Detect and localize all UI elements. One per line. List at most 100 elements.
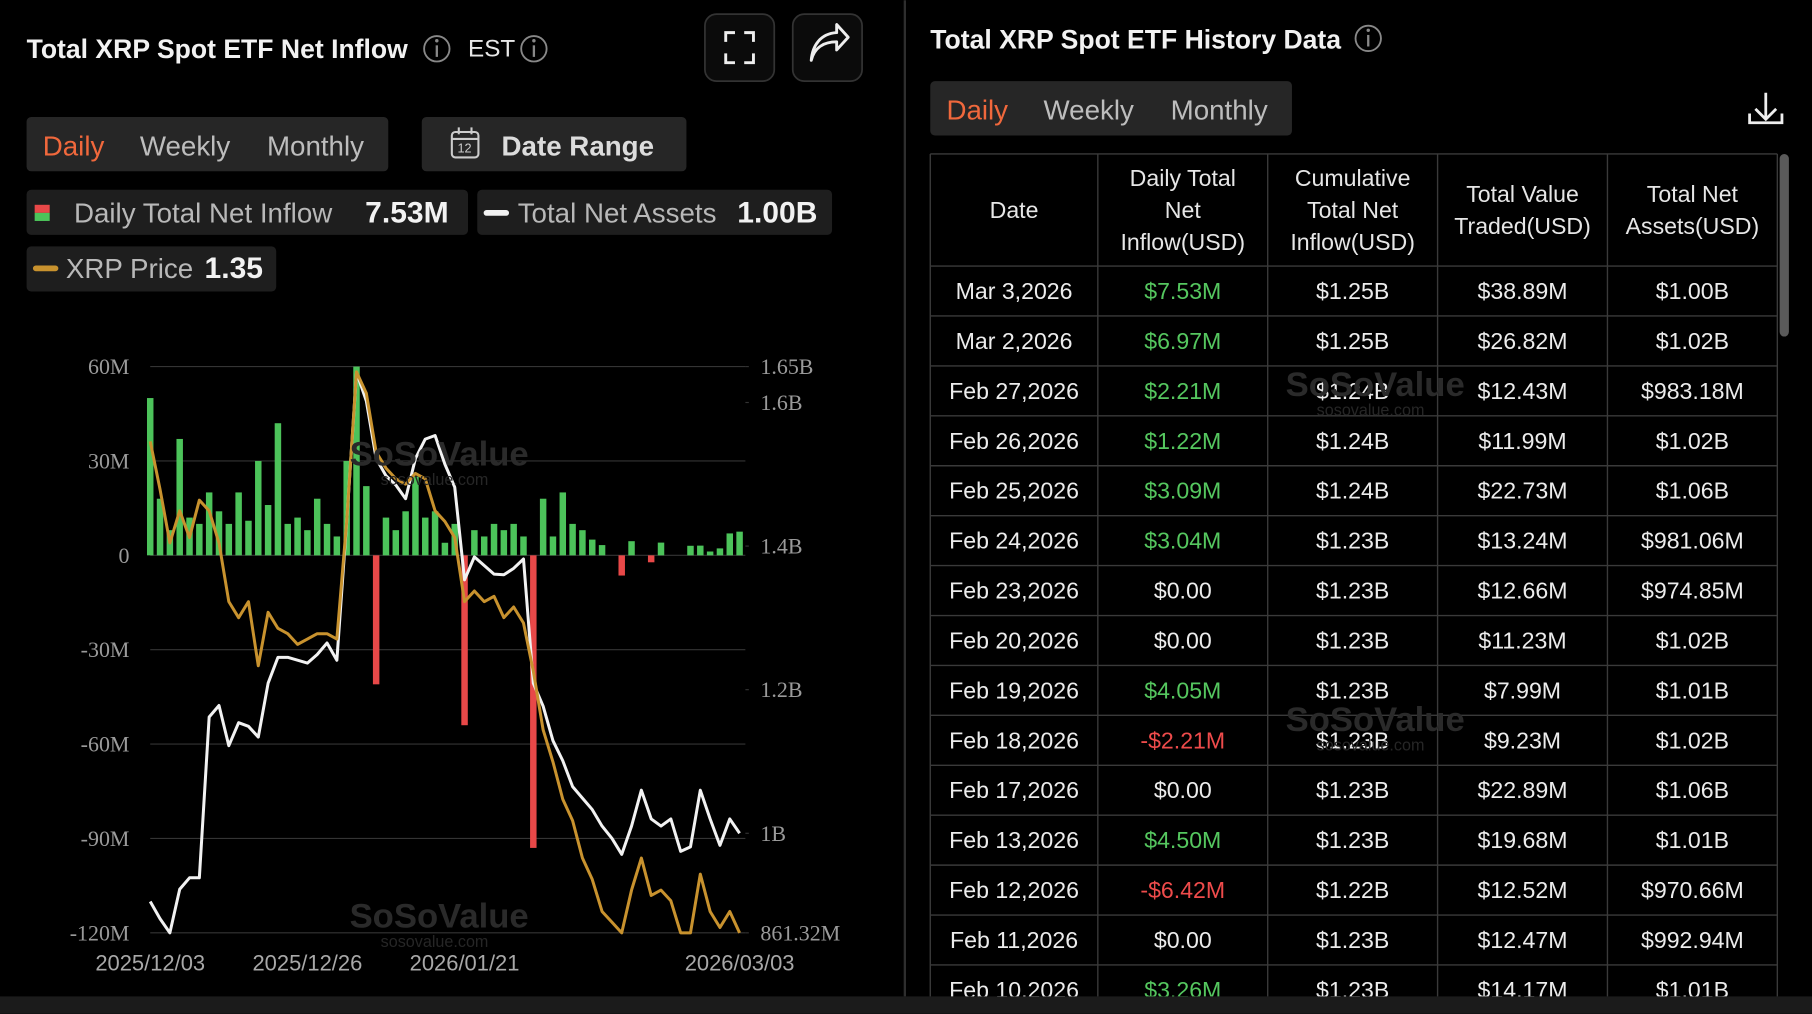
tab[interactable]: Monthly <box>1171 95 1268 126</box>
line <box>148 370 741 935</box>
tab[interactable]: Monthly <box>267 130 364 161</box>
table-cell: $981.06M <box>1641 528 1744 554</box>
legend-label: Daily Total Net Inflow <box>74 197 333 228</box>
y2-tick-label: 1.6B <box>760 390 802 415</box>
bar <box>520 536 527 556</box>
bar <box>225 523 233 556</box>
column-header: Total Net <box>1307 197 1399 223</box>
bar <box>412 476 419 556</box>
bar <box>579 530 586 556</box>
svg-text:12: 12 <box>457 141 471 156</box>
table-cell: $0.00 <box>1154 927 1212 953</box>
table-cell: $1.23B <box>1316 627 1389 653</box>
bar <box>372 555 380 685</box>
bar <box>530 555 537 848</box>
table: Date Daily Total Net Inflow(USD) Cumulative T… <box>929 153 1779 1003</box>
legend-value: 7.53M <box>365 196 448 229</box>
table-cell: $0.00 <box>1154 627 1212 653</box>
table-cell: $0.00 <box>1154 578 1212 604</box>
bar <box>235 492 242 556</box>
table-cell: Feb 23,2026 <box>949 578 1079 604</box>
table-cell: $14.17M <box>1478 977 1568 1003</box>
column-header: Daily Total <box>1130 165 1236 191</box>
table-cell: Feb 10,2026 <box>949 977 1079 1003</box>
info-icon[interactable] <box>423 35 451 63</box>
table-cell: $3.04M <box>1144 528 1221 554</box>
bar <box>589 539 596 556</box>
bar <box>657 542 665 556</box>
table-cell: $1.25B <box>1316 278 1389 304</box>
column-header: Total Net <box>1647 181 1739 207</box>
y-tick-label: -120M <box>70 920 130 945</box>
table-cell: $11.99M <box>1478 428 1566 454</box>
date-range-button[interactable]: 12 Date Range <box>421 116 687 172</box>
y-tick-label: -30M <box>81 637 130 662</box>
watermark-url: sosovalue.com <box>381 471 489 489</box>
table-cell: Feb 13,2026 <box>949 827 1079 853</box>
y2-tick-label: 861.32M <box>760 920 840 945</box>
watermark: SoSoValue <box>350 435 529 473</box>
legend-chip <box>477 189 833 235</box>
bar <box>313 498 321 556</box>
table-title: Total XRP Spot ETF History Data <box>930 25 1341 55</box>
column-header: Total Value <box>1466 181 1579 207</box>
bar <box>706 551 714 556</box>
table-cell: $1.06B <box>1656 478 1729 504</box>
bar <box>569 523 576 556</box>
plot: 60M 30M 0 -30M -60M -90M -120M 1.65B 1.6B 1.4B 1.2… <box>70 354 841 975</box>
bar <box>687 545 694 556</box>
x-tick-label: 2026/03/03 <box>685 950 795 975</box>
table-cell: -$6.42M <box>1140 877 1225 903</box>
bar <box>392 530 400 556</box>
table-cell: $974.85M <box>1641 578 1744 604</box>
bar <box>304 530 311 556</box>
bar <box>215 511 223 556</box>
watermark-url: sosovalue.com <box>381 933 489 951</box>
bar <box>156 498 164 556</box>
table-cell: Feb 24,2026 <box>949 528 1079 554</box>
table-cell: $1.00B <box>1656 278 1729 304</box>
table-cell: $1.06B <box>1656 777 1729 803</box>
table-cell: Feb 25,2026 <box>949 478 1079 504</box>
table-cell: $22.89M <box>1478 777 1568 803</box>
table-cell: $1.01B <box>1656 827 1729 853</box>
bar <box>255 460 262 556</box>
table-cell: Feb 27,2026 <box>949 378 1079 404</box>
bottom-bar <box>0 996 1812 1014</box>
table-cell: $1.22M <box>1144 428 1221 454</box>
fullscreen-button[interactable] <box>704 13 776 83</box>
table-cell: $1.01B <box>1656 677 1729 703</box>
y-tick-label: -90M <box>81 826 130 851</box>
legend-swatch <box>34 204 50 213</box>
x-tick-label: 2025/12/03 <box>95 950 205 975</box>
y2-tick-label: 1B <box>760 821 786 846</box>
tab[interactable]: Weekly <box>1044 95 1135 126</box>
info-icon[interactable] <box>520 35 548 63</box>
y-tick-label: 30M <box>88 448 129 473</box>
table-cell: $11.23M <box>1478 627 1566 653</box>
column-header: Traded(USD) <box>1454 213 1591 239</box>
table-cell: $7.53M <box>1144 278 1221 304</box>
table-cell: $1.02B <box>1656 428 1729 454</box>
table-cell: Mar 2,2026 <box>956 328 1073 354</box>
table-cell: $992.94M <box>1641 927 1744 953</box>
download-button[interactable] <box>1748 92 1784 125</box>
column-header: Net <box>1165 197 1202 223</box>
info-icon[interactable] <box>1354 24 1382 53</box>
table-cell: $3.09M <box>1144 478 1221 504</box>
y2-tick-label: 1.4B <box>760 534 802 559</box>
tab[interactable]: Weekly <box>140 130 231 161</box>
bar <box>716 548 724 556</box>
table-cell: Feb 20,2026 <box>949 627 1079 653</box>
table-cell: Feb 19,2026 <box>949 677 1079 703</box>
table-cell: $26.82M <box>1478 328 1568 354</box>
bar <box>461 555 468 726</box>
tab[interactable]: Daily <box>43 130 105 161</box>
scrollbar[interactable] <box>1779 153 1789 337</box>
tab[interactable]: Daily <box>946 95 1008 126</box>
bar <box>363 486 370 556</box>
bar <box>726 533 734 556</box>
column-header: Date <box>990 197 1039 223</box>
bar <box>559 492 567 556</box>
share-button[interactable] <box>791 13 863 83</box>
